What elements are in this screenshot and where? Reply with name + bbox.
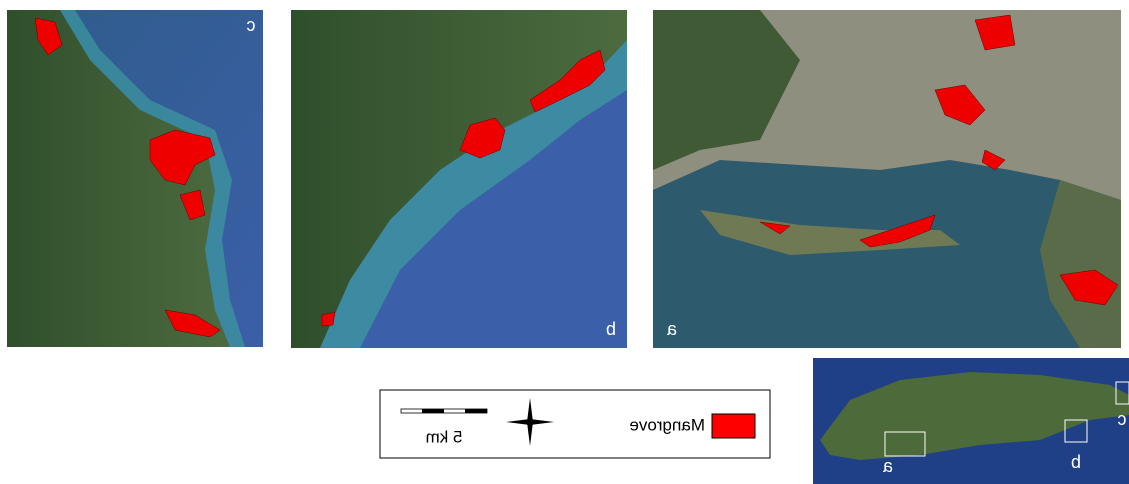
north-arrow — [506, 398, 554, 446]
map-panel-a: a — [653, 10, 1121, 348]
legend: Mangrove 5 km — [379, 389, 771, 459]
inset-label: b — [1071, 452, 1081, 472]
inset-label: c — [1118, 409, 1127, 429]
inset-label: a — [882, 456, 893, 476]
legend-swatch — [711, 413, 756, 439]
map-panel-c: c — [7, 10, 263, 347]
scale-bar — [400, 408, 488, 414]
panel-label: c — [247, 15, 256, 35]
inset-map: a b c — [813, 358, 1129, 484]
legend-label: Mangrove — [629, 415, 705, 434]
map-panel-b: b — [291, 10, 627, 348]
panel-label: a — [666, 319, 677, 339]
panel-label: b — [606, 319, 616, 339]
scale-label: 5 km — [426, 427, 463, 446]
